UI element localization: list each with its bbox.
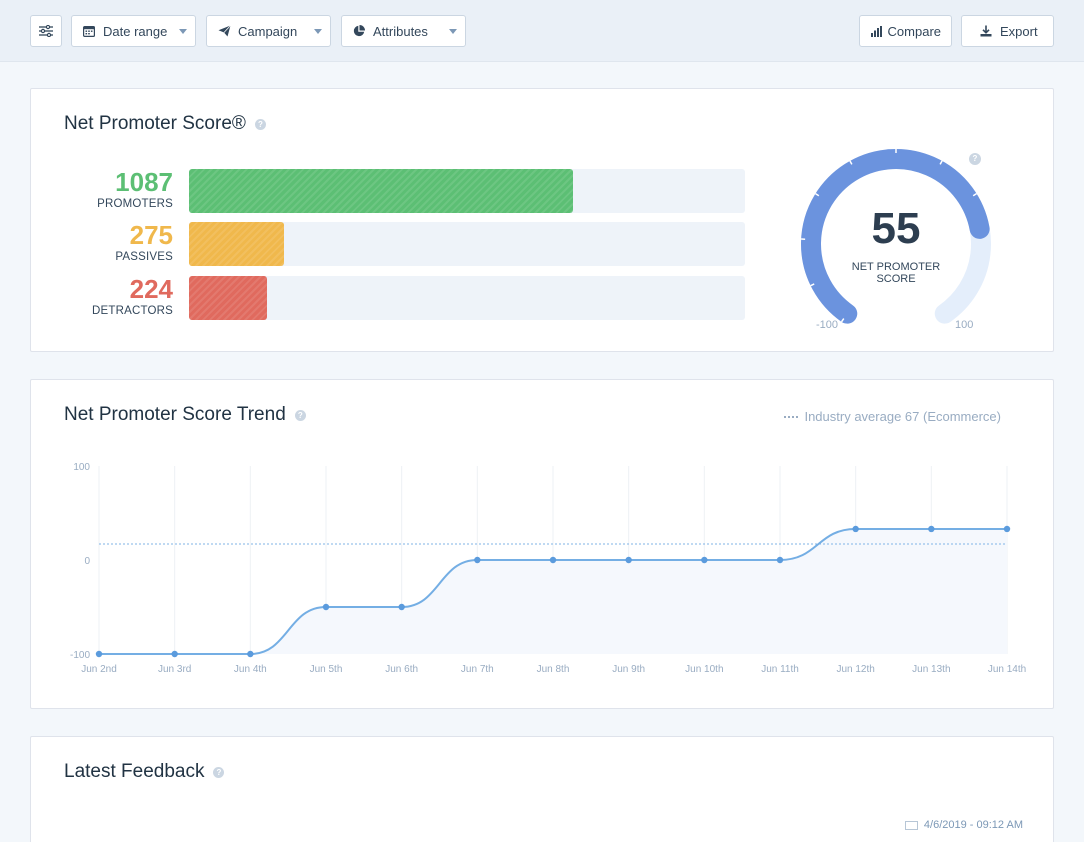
x-tick-label: Jun 5th — [310, 664, 343, 675]
data-point — [852, 525, 859, 533]
help-icon[interactable]: ? — [294, 409, 306, 421]
feedback-timestamp: 4/6/2019 - 09:12 AM — [904, 819, 1023, 831]
gauge-tick — [849, 160, 853, 165]
feedback-card: Latest Feedback ? 4/6/2019 - 09:12 AM — [30, 736, 1054, 842]
y-tick-label: 0 — [84, 556, 90, 567]
gauge-tick — [810, 283, 815, 287]
x-tick-label: Jun 9th — [612, 664, 645, 675]
data-point — [322, 603, 330, 611]
pie-chart-icon — [352, 24, 366, 38]
x-tick-label: Jun 7th — [461, 664, 494, 675]
nps-card: Net Promoter Score® ? 1087 PROMOTERS 275 PA… — [30, 88, 1054, 352]
gauge-help-icon[interactable]: ? — [969, 153, 981, 165]
gauge-tick — [815, 193, 820, 197]
data-point — [928, 525, 935, 533]
industry-average-label: Industry average 67 (Ecommerce) — [804, 409, 1001, 424]
trend-chart: 100 0 -100 Jun 2nd Jun 3rd Jun 4th Jun 5th Jun … — [70, 462, 1026, 675]
nps-bar-fill — [189, 169, 573, 213]
feedback-title: Latest Feedback ? — [64, 761, 225, 783]
x-tick-label: Jun 6th — [385, 664, 418, 675]
nps-category-label: PROMOTERS — [97, 198, 173, 210]
envelope-icon — [904, 820, 918, 830]
attributes-label: Attributes — [373, 23, 428, 39]
x-tick-label: Jun 11th — [761, 664, 799, 675]
gauge-label: NET PROMOTER SCORE — [851, 261, 941, 285]
x-tick-label: Jun 2nd — [81, 664, 117, 675]
nps-row-detractors: 224 DETRACTORS — [61, 274, 751, 320]
chevron-down-icon — [179, 29, 187, 34]
nps-bar-track — [189, 276, 745, 320]
nps-title-text: Net Promoter Score® — [64, 113, 246, 134]
gauge-max-label: 100 — [955, 319, 974, 331]
compare-button[interactable]: Compare — [859, 15, 952, 47]
nps-count: 1087 — [115, 167, 173, 197]
x-tick-label: Jun 12th — [836, 664, 874, 675]
trend-title: Net Promoter Score Trend ? — [64, 404, 306, 426]
data-point — [398, 603, 405, 611]
gauge-arc — [801, 149, 991, 324]
gauge-tick — [939, 160, 943, 165]
nps-gauge: 55 NET PROMOTER SCORE — [796, 144, 996, 344]
y-tick-label: 100 — [73, 462, 90, 473]
trend-card: Net Promoter Score Trend ? Industry aver… — [30, 379, 1054, 709]
nps-row-promoters: 1087 PROMOTERS — [61, 167, 751, 213]
industry-average-legend: Industry average 67 (Ecommerce) — [784, 409, 1001, 424]
paper-plane-icon — [217, 24, 231, 38]
y-tick-label: -100 — [70, 650, 90, 661]
x-tick-label: Jun 4th — [234, 664, 267, 675]
date-range-dropdown[interactable]: Date range — [71, 15, 196, 47]
feedback-title-text: Latest Feedback — [64, 761, 205, 782]
gauge-min-label: -100 — [816, 319, 839, 331]
data-point — [95, 650, 103, 658]
data-point — [701, 556, 708, 564]
nps-bar-track — [189, 169, 745, 213]
nps-bar-track — [189, 222, 745, 266]
data-point — [474, 556, 481, 564]
gauge-tick — [972, 193, 977, 197]
help-icon[interactable]: ? — [213, 766, 225, 778]
chevron-down-icon — [314, 29, 322, 34]
toolbar: Date range Campaign Attributes Compare E… — [0, 0, 1084, 62]
nps-title: Net Promoter Score® ? — [64, 113, 266, 135]
filters-button[interactable] — [30, 15, 62, 47]
x-tick-label: Jun 8th — [537, 664, 570, 675]
download-icon — [979, 24, 993, 38]
dotted-line-icon — [784, 415, 799, 418]
data-point — [625, 556, 632, 564]
campaign-label: Campaign — [238, 23, 298, 39]
campaign-dropdown[interactable]: Campaign — [206, 15, 331, 47]
data-point — [247, 650, 254, 658]
nps-bar-fill — [189, 222, 284, 266]
data-point — [776, 556, 784, 564]
calendar-icon — [82, 24, 96, 38]
data-point — [549, 556, 557, 564]
data-point — [171, 650, 178, 658]
gauge-score: 55 — [871, 204, 921, 253]
x-tick-label: Jun 3rd — [158, 664, 191, 675]
sliders-icon — [39, 25, 53, 37]
nps-count: 275 — [129, 220, 173, 250]
x-tick-label: Jun 14th — [988, 664, 1026, 675]
compare-label: Compare — [887, 23, 941, 39]
trend-title-text: Net Promoter Score Trend — [64, 404, 286, 425]
help-icon[interactable]: ? — [254, 118, 266, 130]
chevron-down-icon — [449, 29, 457, 34]
data-point — [1003, 525, 1011, 533]
nps-row-passives: 275 PASSIVES — [61, 220, 751, 266]
gauge-tick — [840, 318, 845, 323]
feedback-date-text: 4/6/2019 - 09:12 AM — [923, 819, 1023, 831]
attributes-dropdown[interactable]: Attributes — [341, 15, 466, 47]
nps-category-label: PASSIVES — [115, 251, 173, 263]
x-tick-label: Jun 13th — [912, 664, 950, 675]
nps-category-label: DETRACTORS — [91, 305, 173, 317]
export-label: Export — [1000, 23, 1038, 39]
bar-chart-icon — [870, 24, 884, 38]
nps-bar-fill — [189, 276, 267, 320]
export-button[interactable]: Export — [961, 15, 1054, 47]
nps-count: 224 — [129, 274, 173, 304]
date-range-label: Date range — [103, 23, 168, 39]
x-tick-label: Jun 10th — [685, 664, 723, 675]
gauge-value-arc — [801, 149, 990, 324]
